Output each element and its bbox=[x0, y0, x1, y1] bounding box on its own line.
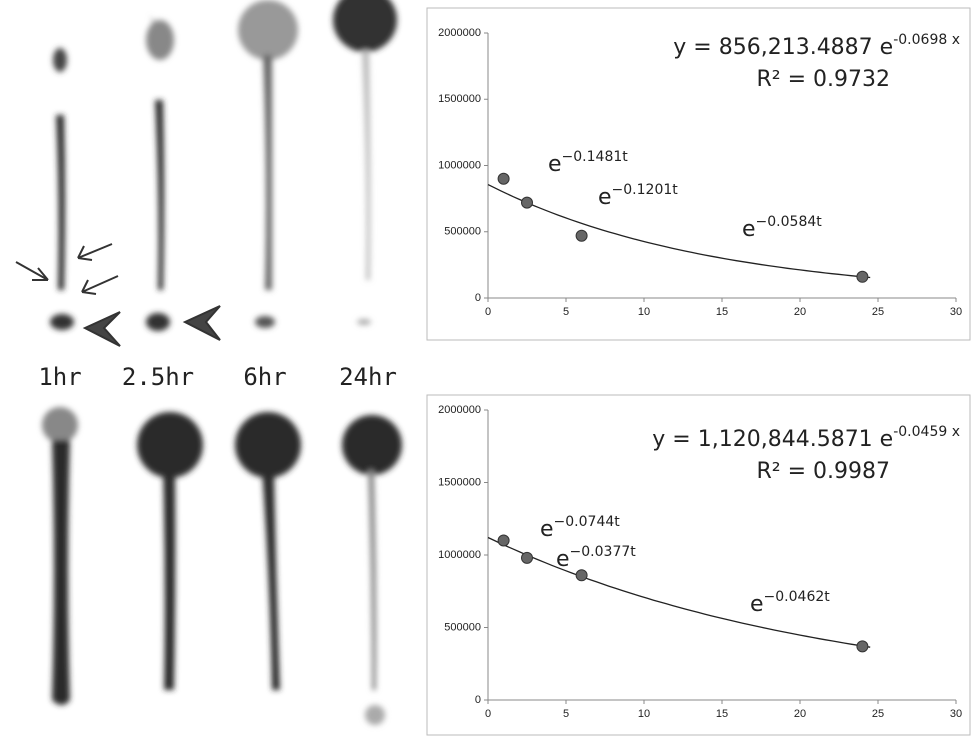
y-tick-label: 1500000 bbox=[438, 93, 481, 105]
exponent-text: −0.0377t bbox=[570, 544, 637, 560]
y-tick-label: 0 bbox=[475, 292, 481, 304]
time-label: 2.5hr bbox=[122, 363, 194, 391]
x-tick-label: 5 bbox=[563, 708, 569, 720]
exponent-text: −0.1201t bbox=[612, 182, 679, 198]
base-text: e bbox=[750, 592, 764, 617]
base-text: e bbox=[540, 517, 554, 542]
exponent-text: -0.0698 x bbox=[893, 32, 960, 48]
data-point bbox=[857, 641, 868, 652]
exponent-text: −0.0584t bbox=[756, 214, 823, 230]
x-tick-label: 15 bbox=[716, 708, 728, 720]
exponent-text: -0.0459 x bbox=[893, 424, 960, 440]
exponent-text: −0.0744t bbox=[554, 514, 621, 530]
y-tick-label: 1000000 bbox=[438, 159, 481, 171]
x-tick-label: 5 bbox=[563, 306, 569, 318]
data-point bbox=[522, 552, 533, 563]
exponent-text: −0.1481t bbox=[562, 149, 629, 165]
x-tick-label: 0 bbox=[485, 306, 491, 318]
x-tick-label: 20 bbox=[794, 306, 806, 318]
base-text: y = 1,120,844.5871 e bbox=[652, 427, 893, 452]
time-label: 6hr bbox=[243, 363, 286, 391]
data-point bbox=[576, 570, 587, 581]
exponent-text: −0.0462t bbox=[764, 589, 831, 605]
data-point bbox=[857, 271, 868, 282]
x-tick-label: 10 bbox=[638, 708, 650, 720]
r-squared: R² = 0.9732 bbox=[756, 67, 890, 92]
y-tick-label: 1000000 bbox=[438, 549, 481, 561]
x-tick-label: 25 bbox=[872, 708, 884, 720]
base-text: e bbox=[742, 217, 756, 242]
figure: 1hr2.5hr6hr24hr0500000100000015000002000… bbox=[0, 0, 974, 737]
base-text: e bbox=[548, 152, 562, 177]
y-tick-label: 2000000 bbox=[438, 27, 481, 39]
data-point bbox=[522, 197, 533, 208]
data-point bbox=[498, 535, 509, 546]
y-tick-label: 2000000 bbox=[438, 404, 481, 416]
x-tick-label: 10 bbox=[638, 306, 650, 318]
x-tick-label: 15 bbox=[716, 306, 728, 318]
y-tick-label: 0 bbox=[475, 694, 481, 706]
y-tick-label: 1500000 bbox=[438, 476, 481, 488]
x-tick-label: 25 bbox=[872, 306, 884, 318]
y-tick-label: 500000 bbox=[444, 226, 481, 238]
time-label: 24hr bbox=[339, 363, 397, 391]
x-tick-label: 20 bbox=[794, 708, 806, 720]
x-tick-label: 30 bbox=[950, 708, 962, 720]
base-text: e bbox=[556, 547, 570, 572]
time-label: 1hr bbox=[38, 363, 81, 391]
base-text: e bbox=[598, 185, 612, 210]
x-tick-label: 30 bbox=[950, 306, 962, 318]
x-tick-label: 0 bbox=[485, 708, 491, 720]
data-point bbox=[498, 173, 509, 184]
data-point bbox=[576, 230, 587, 241]
r-squared: R² = 0.9987 bbox=[756, 459, 890, 484]
y-tick-label: 500000 bbox=[444, 621, 481, 633]
base-text: y = 856,213.4887 e bbox=[673, 35, 893, 60]
